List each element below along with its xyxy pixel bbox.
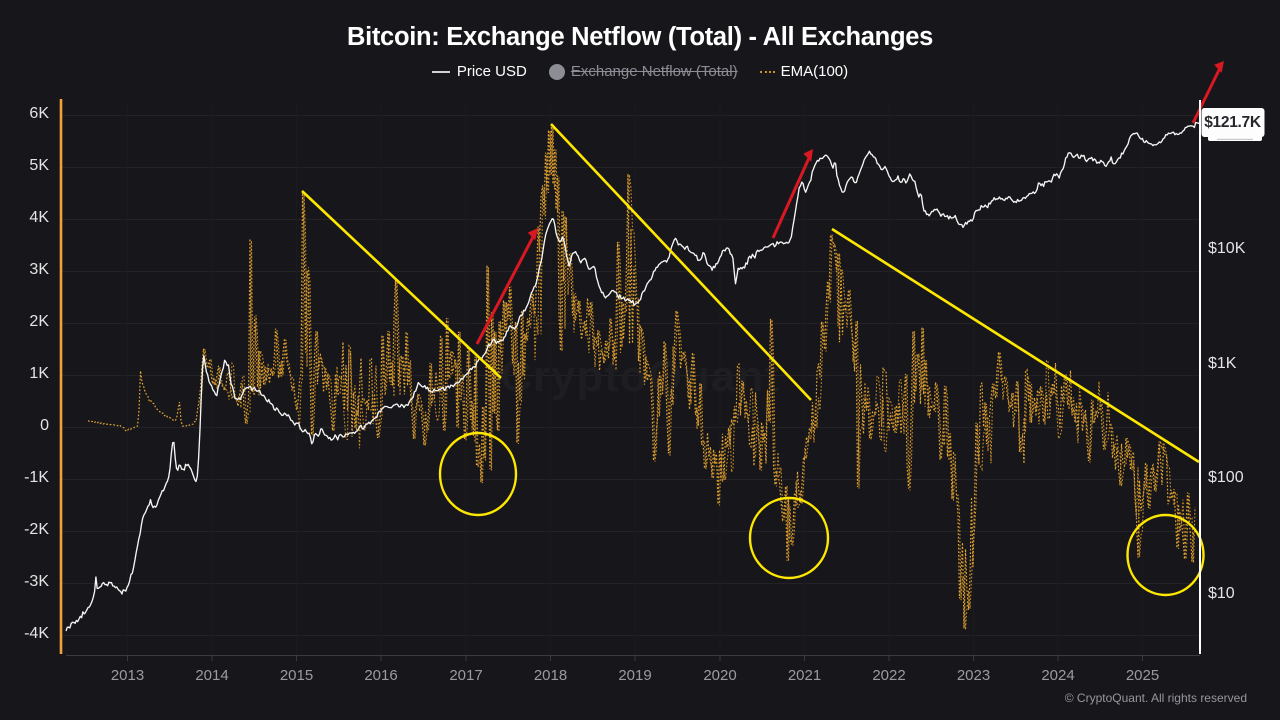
- svg-text:CryptoQuant: CryptoQuant: [500, 352, 780, 401]
